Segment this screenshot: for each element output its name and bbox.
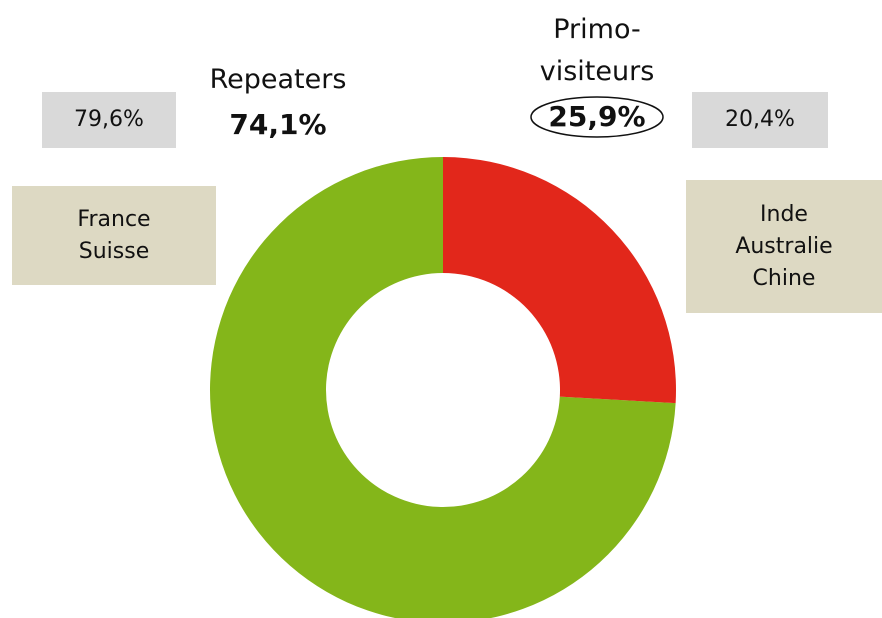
annotation-box: Inde Australie Chine [686,180,882,313]
annotation-box: 79,6% [42,92,176,148]
annotation-box: 20,4% [692,92,828,148]
donut-slice [210,157,676,618]
category-label: Repeaters [209,64,347,95]
annotation-box: France Suisse [12,186,216,285]
donut-slice [443,157,677,404]
category-label: Primo- visiteurs [539,14,655,87]
value-label: 25,9% [548,100,646,133]
value-label: 74,1% [229,108,327,141]
highlight-ellipse [530,96,664,138]
